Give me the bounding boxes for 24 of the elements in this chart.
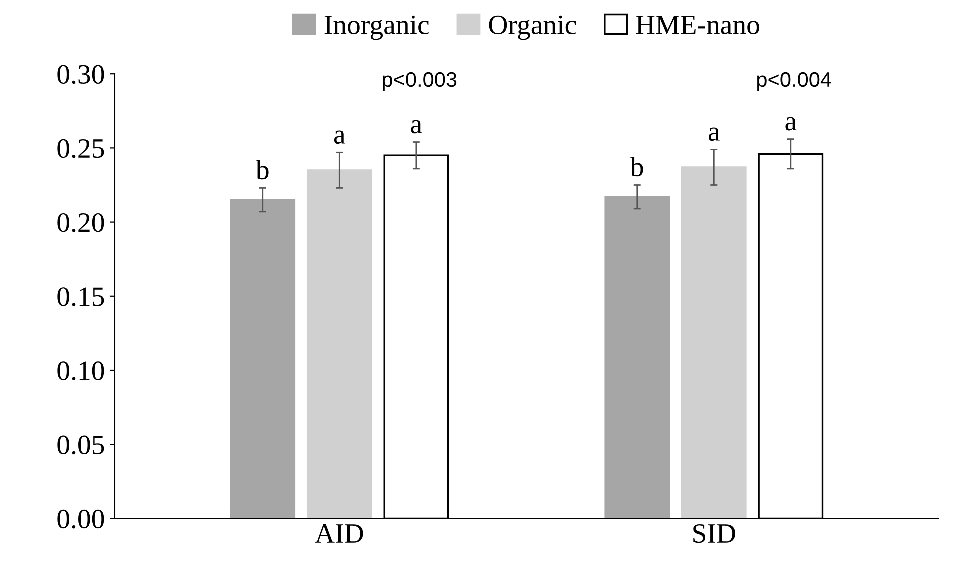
bar: [230, 199, 296, 519]
x-tick-label: AID: [315, 524, 364, 543]
y-tick-label: 0.00: [58, 510, 104, 529]
data-label: a: [334, 130, 346, 144]
annotation: p<0.004: [758, 72, 832, 92]
legend-label: HME-nano: [636, 16, 760, 34]
legend-label: Inorganic: [324, 16, 429, 40]
y-tick-label: 0.25: [58, 139, 104, 158]
data-label: a: [411, 120, 422, 134]
y-tick-label: 0.05: [58, 436, 104, 455]
bar: [604, 196, 670, 519]
data-label: b: [256, 160, 269, 180]
data-label: a: [786, 117, 797, 131]
bar: [681, 166, 747, 519]
y-tick-label: 0.15: [58, 288, 104, 306]
y-tick-label: 0.30: [58, 65, 104, 84]
y-tick-label: 0.20: [58, 213, 104, 232]
data-label: b: [630, 157, 644, 177]
annotation: p<0.003: [383, 72, 457, 92]
data-label: a: [708, 128, 720, 142]
bar: [306, 170, 372, 519]
legend-label: Organic: [489, 16, 576, 40]
y-tick-label: 0.10: [58, 362, 104, 381]
x-tick-label: SID: [694, 524, 736, 544]
